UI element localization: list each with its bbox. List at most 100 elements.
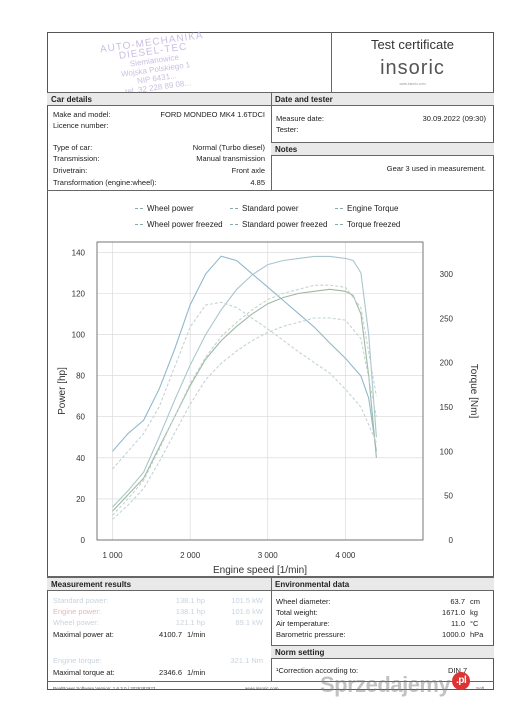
footer-rule [47, 681, 494, 682]
tester-label: Tester: [276, 125, 299, 134]
y2-tick-label: 200 [440, 359, 454, 368]
engine-power-kw: 101.6 kW [231, 607, 263, 616]
legend-label: Engine Torque [347, 204, 399, 213]
wheel-diameter-value: 63.7 [450, 597, 465, 606]
series-line-torque-freezed [112, 301, 377, 470]
standard-power-kw: 101.5 kW [231, 596, 263, 605]
drivetrain-label: Drivetrain: [53, 166, 88, 175]
max-torque-value: 2346.6 [159, 668, 182, 677]
power-torque-chart: 0 20 40 60 80 100 120 140 1 000 2 000 3 000 4 000 0 5… [57, 241, 479, 576]
legend-label: Torque freezed [347, 220, 401, 229]
measure-date-label: Measure date: [276, 114, 324, 123]
y2-tick-label: 100 [440, 447, 454, 456]
standard-power-label: Standard power: [53, 596, 109, 605]
legend-engine-torque: Engine Torque [335, 204, 398, 213]
legend-swatch [335, 208, 343, 210]
engine-torque-label: Engine torque: [53, 656, 102, 665]
air-temperature-label: Air temperature: [276, 619, 330, 628]
legend-wheel-power: Wheel power [135, 204, 194, 213]
insoric-logo: insoric [380, 57, 445, 79]
notes-text: Gear 3 used in measurement. [386, 164, 486, 173]
correction-value: DIN 7 [448, 666, 468, 675]
legend-wheel-power-freezed: Wheel power freezed [135, 220, 223, 229]
certificate-title: Test certificate [370, 37, 455, 52]
logo-subtitle: www.insoric.com [399, 82, 426, 86]
barometric-pressure-value: 1000.0 [442, 630, 465, 639]
watermark-text: Sprzedajemy [320, 672, 451, 697]
y-axis-label: Power [hp] [57, 367, 68, 415]
y-tick-label: 40 [76, 454, 85, 463]
total-weight-value: 1671.0 [442, 608, 465, 617]
total-weight-unit: kg [470, 608, 478, 617]
barometric-pressure-unit: hPa [470, 630, 484, 639]
air-temperature-value: 11.0 [450, 619, 465, 628]
y-tick-label: 0 [81, 536, 86, 545]
total-weight-label: Total weight: [276, 608, 318, 617]
legend-label: Standard power [242, 204, 299, 213]
measurement-results-heading: Measurement results [47, 577, 272, 591]
series-line-wheel-power-freezed [112, 317, 377, 520]
plot-frame [96, 241, 424, 541]
x-tick-label: 1 000 [103, 551, 124, 560]
legend-swatch [135, 224, 143, 226]
legend-label: Wheel power [147, 204, 194, 213]
footer-right: Soft [476, 686, 485, 691]
standard-power-hp: 138.1 hp [175, 596, 205, 605]
air-temperature-unit: °C [470, 619, 479, 628]
drivetrain-value: Front axle [231, 166, 265, 175]
make-label: Make and model: [53, 110, 111, 119]
y2-tick-label: 0 [449, 536, 454, 545]
y-tick-label: 100 [72, 330, 86, 339]
certificate-frame [47, 32, 494, 690]
legend-swatch [135, 208, 143, 210]
transmission-value: Manual transmission [196, 154, 265, 163]
y-tick-label: 80 [76, 372, 85, 381]
legend-swatch [230, 224, 238, 226]
wheel-diameter-unit: cm [470, 597, 480, 606]
x-tick-label: 2 000 [180, 551, 201, 560]
transformation-label: Transformation (engine:wheel): [53, 178, 157, 187]
type-value: Normal (Turbo diesel) [192, 143, 265, 152]
legend-standard-power-freezed: Standard power freezed [230, 220, 327, 229]
transformation-value: 4.85 [250, 178, 265, 187]
transmission-label: Transmission: [53, 154, 100, 163]
results-divider [271, 577, 272, 681]
engine-power-label: Engine power: [53, 607, 101, 616]
y-tick-label: 60 [76, 413, 85, 422]
measure-date-value: 30.09.2022 (09:30) [422, 114, 486, 123]
software-version: RealPower Software Version: 1.6.3.0 / 20… [53, 686, 156, 691]
licence-label: Licence number: [53, 121, 109, 130]
max-power-value: 4100.7 [159, 630, 182, 639]
footer-url: www.insoric.com [245, 686, 279, 691]
series-line-standard-power-freezed [112, 284, 377, 516]
series-line-wheel-power [112, 288, 377, 512]
y-tick-label: 20 [76, 495, 85, 504]
watermark-logo-badge: .pl [452, 672, 471, 690]
max-power-label: Maximal power at: [53, 630, 114, 639]
environmental-heading: Environmental data [271, 577, 494, 591]
wheel-diameter-label: Wheel diameter: [276, 597, 331, 606]
norm-setting-heading: Norm setting [271, 645, 494, 659]
legend-torque-freezed: Torque freezed [335, 220, 400, 229]
x-axis-label: Engine speed [1/min] [213, 565, 307, 576]
x-tick-label: 4 000 [335, 551, 356, 560]
notes-heading: Notes [271, 142, 494, 156]
legend-swatch [335, 224, 343, 226]
max-torque-unit: 1/min [187, 668, 206, 677]
legend-label: Wheel power freezed [147, 220, 223, 229]
make-value: FORD MONDEO MK4 1.6TDCI [160, 110, 265, 119]
type-label: Type of car: [53, 143, 93, 152]
date-tester-heading: Date and tester [271, 92, 494, 106]
engine-power-hp: 138.1 hp [175, 607, 205, 616]
y2-tick-label: 50 [444, 492, 453, 501]
wheel-power-label: Wheel power: [53, 618, 99, 627]
chart-bottom-rule [47, 576, 494, 577]
legend-swatch [230, 208, 238, 210]
y-tick-label: 120 [72, 289, 86, 298]
legend-label: Standard power freezed [242, 220, 328, 229]
wheel-power-kw: 89.1 kW [235, 618, 263, 627]
correction-label: ¹Correction according to: [276, 666, 359, 675]
header-divider [331, 32, 332, 92]
series-line-standard-power [112, 255, 377, 508]
chart-top-rule [47, 190, 494, 191]
